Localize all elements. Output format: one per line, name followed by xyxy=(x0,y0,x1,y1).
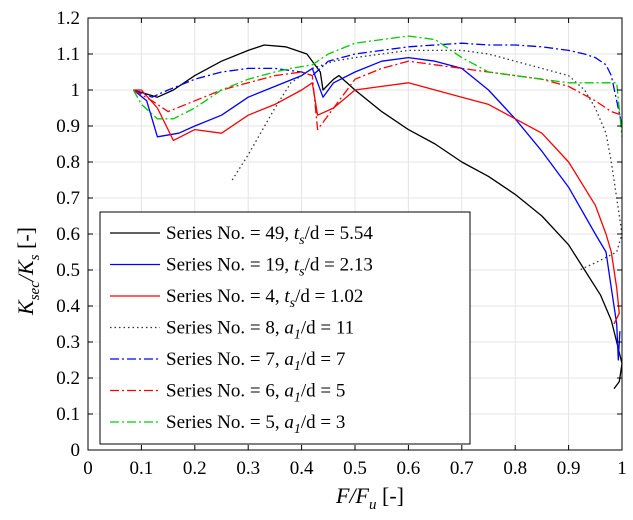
y-tick-label: 0.5 xyxy=(56,260,80,281)
y-tick-label: 0.6 xyxy=(56,224,80,245)
y-tick-label: 0 xyxy=(71,440,81,461)
x-axis-title: F/Fu [-] xyxy=(335,483,404,513)
y-axis-title: Ksec/Ks [-] xyxy=(13,227,43,316)
x-tick-label: 0.3 xyxy=(236,458,260,479)
y-tick-label: 0.1 xyxy=(56,404,80,425)
series-line-6 xyxy=(133,61,622,129)
x-tick-label: 0.4 xyxy=(290,458,314,479)
y-tick-label: 0.4 xyxy=(56,296,80,317)
y-tick-label: 0.7 xyxy=(56,188,80,209)
x-tick-label: 0.5 xyxy=(343,458,367,479)
y-tick-label: 0.9 xyxy=(56,116,80,137)
x-tick-label: 0.2 xyxy=(183,458,207,479)
x-tick-label: 0.7 xyxy=(450,458,474,479)
y-tick-label: 1 xyxy=(71,80,81,101)
x-tick-label: 1 xyxy=(617,458,627,479)
x-tick-label: 0 xyxy=(83,458,93,479)
x-tick-label: 0.1 xyxy=(130,458,154,479)
y-tick-label: 0.8 xyxy=(56,152,80,173)
y-tick-label: 0.3 xyxy=(56,332,80,353)
x-tick-label: 0.8 xyxy=(503,458,527,479)
series-line-5 xyxy=(133,43,622,126)
y-tick-label: 1.2 xyxy=(56,8,80,29)
x-tick-label: 0.6 xyxy=(397,458,421,479)
y-tick-label: 1.1 xyxy=(56,44,80,65)
x-tick-label: 0.9 xyxy=(557,458,581,479)
y-tick-label: 0.2 xyxy=(56,368,80,389)
